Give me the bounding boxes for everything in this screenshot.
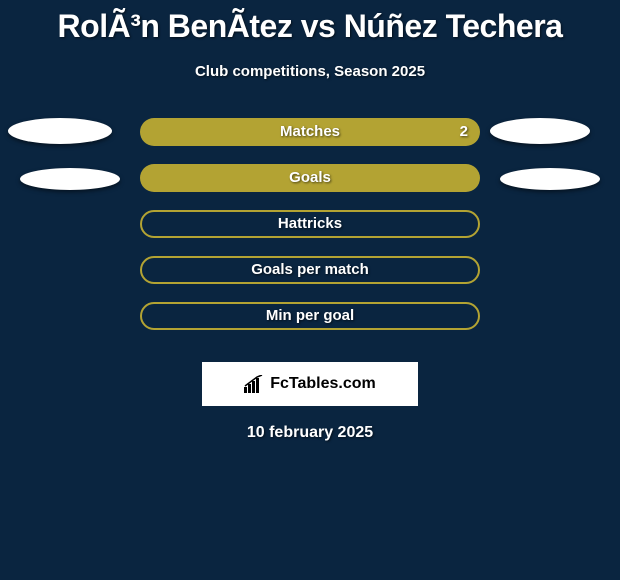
comparison-row: Hattricks xyxy=(0,210,620,256)
chart-date: 10 february 2025 xyxy=(0,424,620,442)
right-player-ellipse xyxy=(500,168,600,190)
page-title: RolÃ³n BenÃ­tez vs Núñez Techera xyxy=(0,0,620,45)
logo-text: FcTables.com xyxy=(270,375,376,393)
comparison-row: Matches2 xyxy=(0,118,620,164)
left-player-ellipse xyxy=(20,168,120,190)
comparison-row: Goals per match xyxy=(0,256,620,302)
right-player-ellipse xyxy=(490,118,590,144)
comparison-row: Goals xyxy=(0,164,620,210)
stat-bar xyxy=(140,118,480,146)
left-player-ellipse xyxy=(8,118,112,144)
stat-bar xyxy=(140,164,480,192)
comparison-chart: Matches2GoalsHattricksGoals per matchMin… xyxy=(0,118,620,348)
stat-bar xyxy=(140,302,480,330)
stat-bar xyxy=(140,256,480,284)
comparison-row: Min per goal xyxy=(0,302,620,348)
page-subtitle: Club competitions, Season 2025 xyxy=(0,63,620,80)
bar-chart-icon xyxy=(244,375,264,393)
source-logo: FcTables.com xyxy=(202,362,418,406)
stat-bar xyxy=(140,210,480,238)
